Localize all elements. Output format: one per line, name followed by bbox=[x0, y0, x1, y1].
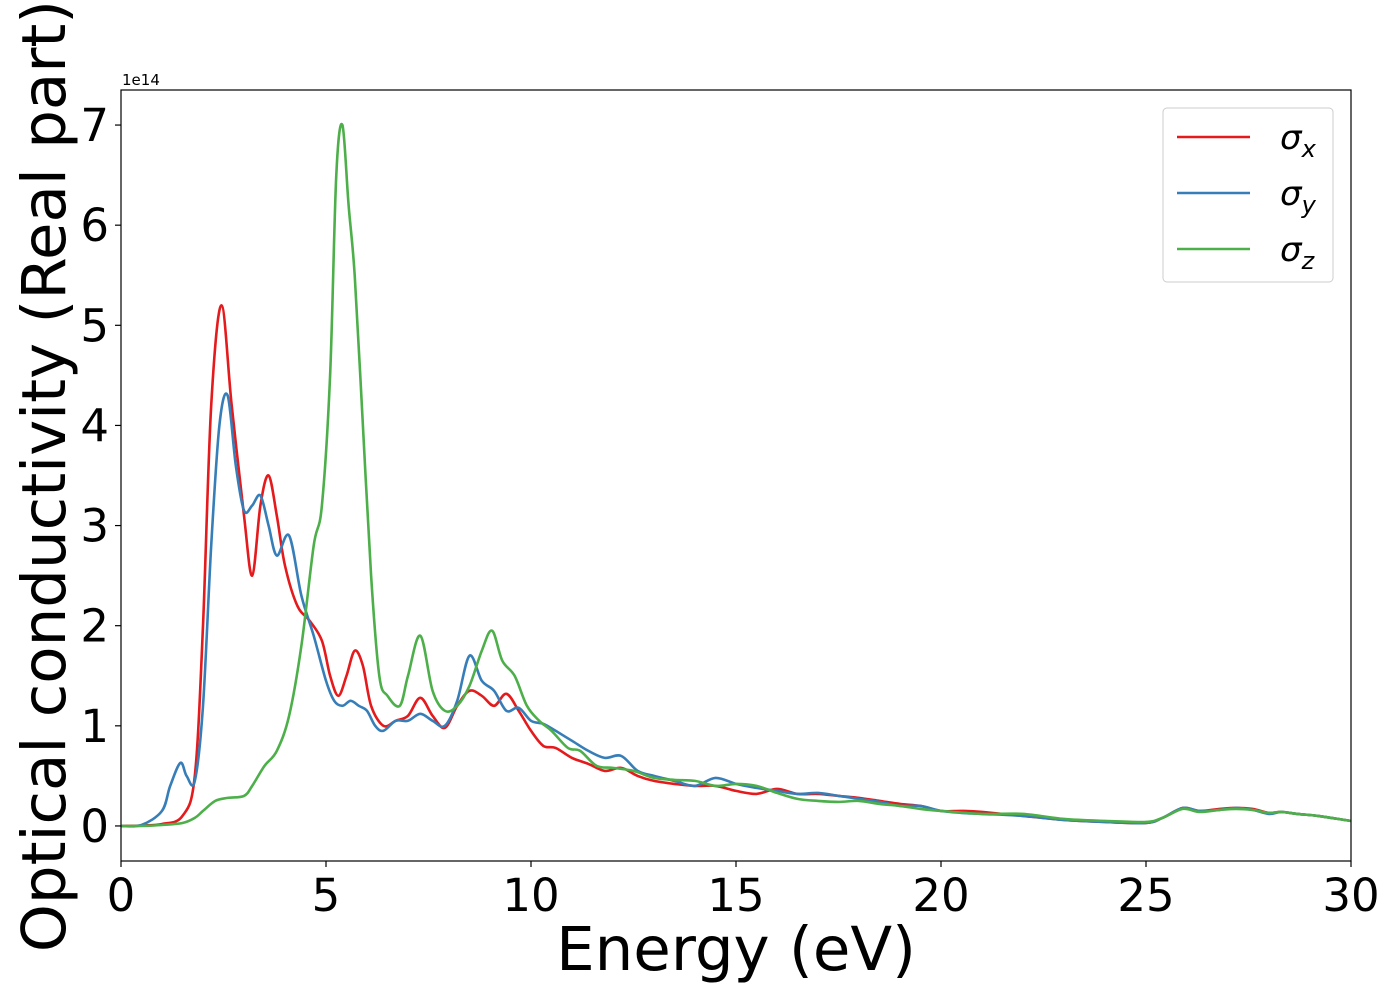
x-tick-label: 5 bbox=[312, 869, 341, 922]
y-tick-label: 0 bbox=[80, 800, 109, 853]
x-tick-label: 15 bbox=[707, 869, 764, 922]
x-tick-label: 10 bbox=[502, 869, 559, 922]
y-axis-ticks: 0 1 2 3 4 5 6 7 bbox=[80, 99, 121, 853]
y-tick-label: 3 bbox=[80, 500, 109, 553]
y-tick-label: 1 bbox=[80, 700, 109, 753]
y-offset-text: 1e14 bbox=[122, 71, 160, 89]
x-tick-label: 25 bbox=[1117, 869, 1174, 922]
x-tick-label: 20 bbox=[912, 869, 969, 922]
x-axis-title: Energy (eV) bbox=[556, 914, 916, 985]
y-tick-label: 2 bbox=[80, 600, 109, 653]
legend-box bbox=[1162, 107, 1334, 283]
series-lines bbox=[120, 122, 1352, 828]
y-axis-title: Optical conductivity (Real part) bbox=[9, 0, 80, 952]
y-tick-label: 7 bbox=[80, 99, 109, 152]
x-axis-ticks: 0 5 10 15 20 25 30 bbox=[107, 861, 1380, 922]
legend-label-y: σy bbox=[1280, 174, 1317, 219]
x-tick-label: 30 bbox=[1322, 869, 1379, 922]
y-tick-label: 5 bbox=[80, 299, 109, 352]
x-tick-label: 0 bbox=[107, 869, 136, 922]
series-line-x bbox=[120, 304, 1352, 828]
y-tick-label: 4 bbox=[80, 399, 109, 452]
y-tick-label: 6 bbox=[80, 199, 109, 252]
series-line-z bbox=[120, 122, 1352, 828]
